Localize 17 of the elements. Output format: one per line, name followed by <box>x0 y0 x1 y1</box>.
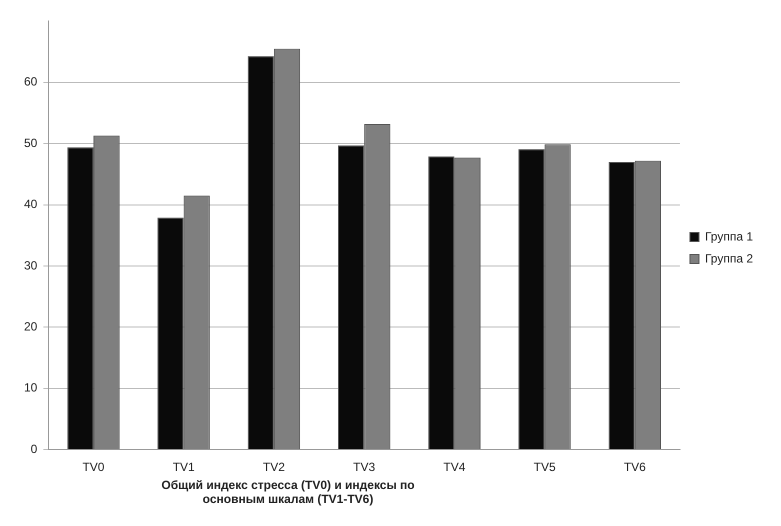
y-tick-label: 20 <box>24 320 38 334</box>
x-tick-label: TV2 <box>262 460 286 474</box>
x-tick-label: TV6 <box>624 460 646 474</box>
legend-label: Группа 1 <box>704 229 754 244</box>
y-tick-label: 40 <box>24 197 38 212</box>
y-tick-label: 60 <box>24 74 38 89</box>
y-tick-label: 10 <box>24 380 38 395</box>
y-tick-label: 50 <box>24 136 38 150</box>
legend-label: Группа 2 <box>704 251 754 266</box>
x-tick-label: TV1 <box>172 460 196 474</box>
y-tick-label: 30 <box>24 258 38 272</box>
x-tick-label: TV3 <box>353 460 376 474</box>
x-tick-label: TV4 <box>443 460 466 474</box>
x-tick-label: TV5 <box>534 460 556 474</box>
x-axis-title: Общий индекс стресса (TV0) и индексы по основным шкалам (TV1-TV6) <box>160 478 416 506</box>
x-tick-label: TV0 <box>82 460 105 474</box>
y-tick-label: 0 <box>30 442 38 456</box>
